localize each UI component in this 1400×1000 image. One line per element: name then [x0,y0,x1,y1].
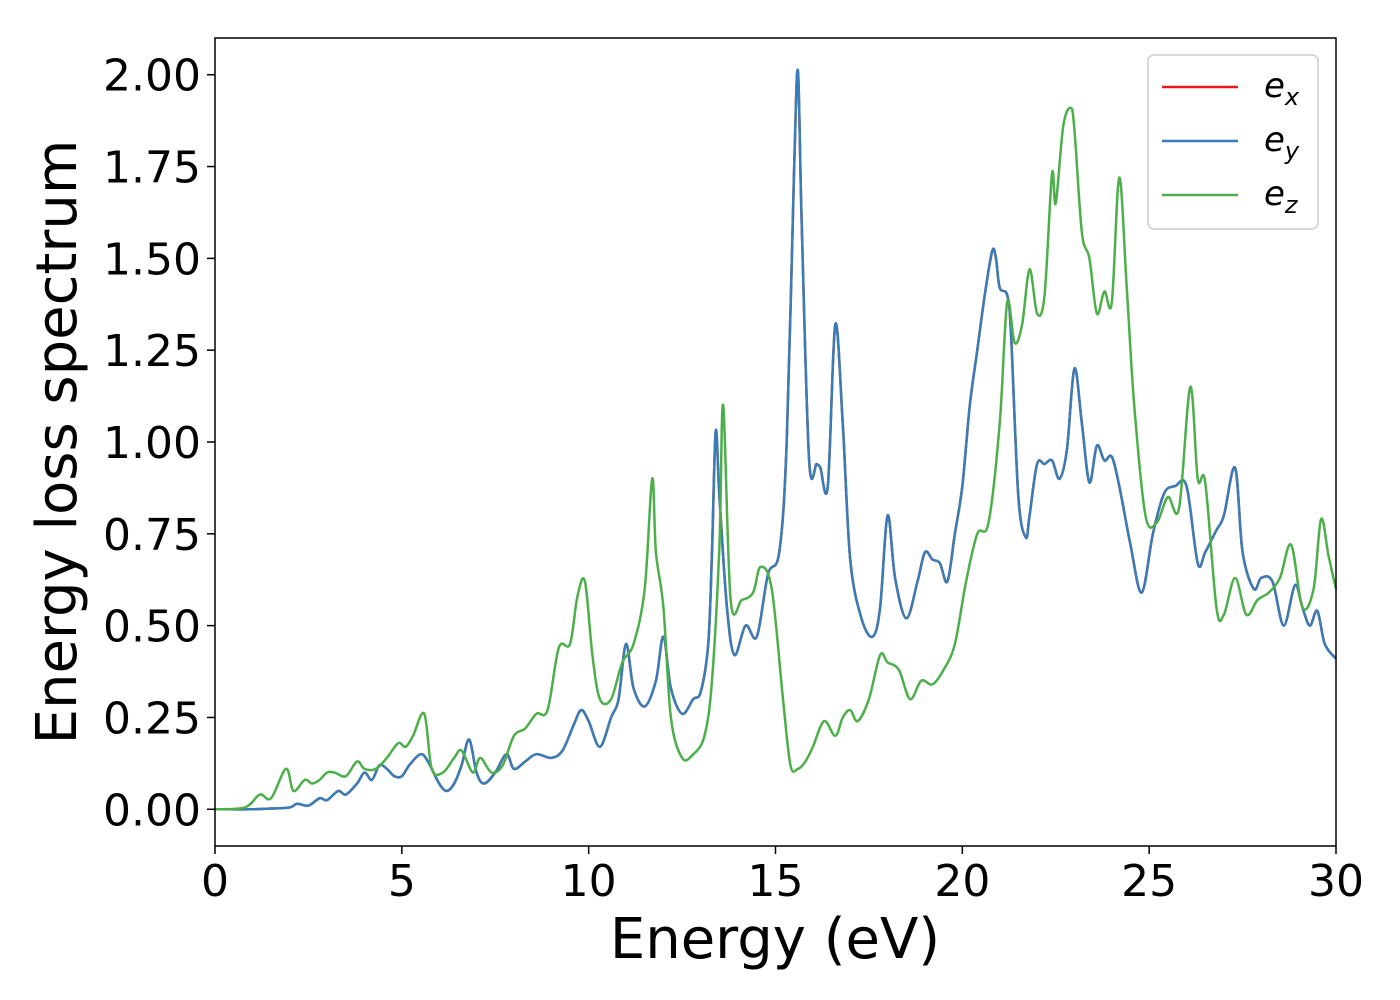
legend-label-base: e [1264,66,1285,106]
y-axis-ticks: 0.00 0.25 0.50 0.75 1.00 1.25 1.50 1.75 2.00 [103,51,215,836]
y-axis-title: Energy loss spectrum [25,140,90,745]
x-tick-label: 0 [201,856,229,907]
x-tick-label: 10 [561,856,617,907]
legend-label: ey [1264,120,1300,165]
x-axis-title: Energy (eV) [610,907,940,972]
x-tick-label: 25 [1121,856,1177,907]
x-tick-label: 20 [934,856,990,907]
y-tick-label: 0.25 [103,693,201,744]
y-tick-label: 1.00 [103,418,201,469]
y-tick-label: 1.25 [103,326,201,377]
y-tick-label: 0.50 [103,602,201,653]
legend-label: ez [1264,174,1299,219]
legend-label-base: e [1264,120,1285,160]
x-tick-label: 30 [1308,856,1364,907]
series-line-ey [214,68,1337,811]
x-tick-label: 15 [748,856,804,907]
y-tick-label: 0.75 [103,510,201,561]
legend-label-base: e [1264,174,1285,214]
y-tick-label: 1.75 [103,143,201,194]
legend-label-subscript: x [1284,83,1300,111]
series-line-ez [214,106,1338,811]
x-tick-label: 5 [388,856,416,907]
y-tick-label: 0.00 [103,785,201,836]
legend-label-subscript: z [1284,191,1299,219]
legend-label: ex [1264,66,1300,111]
legend-label-subscript: y [1284,137,1300,165]
series-layer [214,68,1338,811]
x-axis-ticks: 0 5 10 15 20 25 30 [201,846,1364,907]
y-tick-label: 2.00 [103,51,201,102]
y-tick-label: 1.50 [103,234,201,285]
